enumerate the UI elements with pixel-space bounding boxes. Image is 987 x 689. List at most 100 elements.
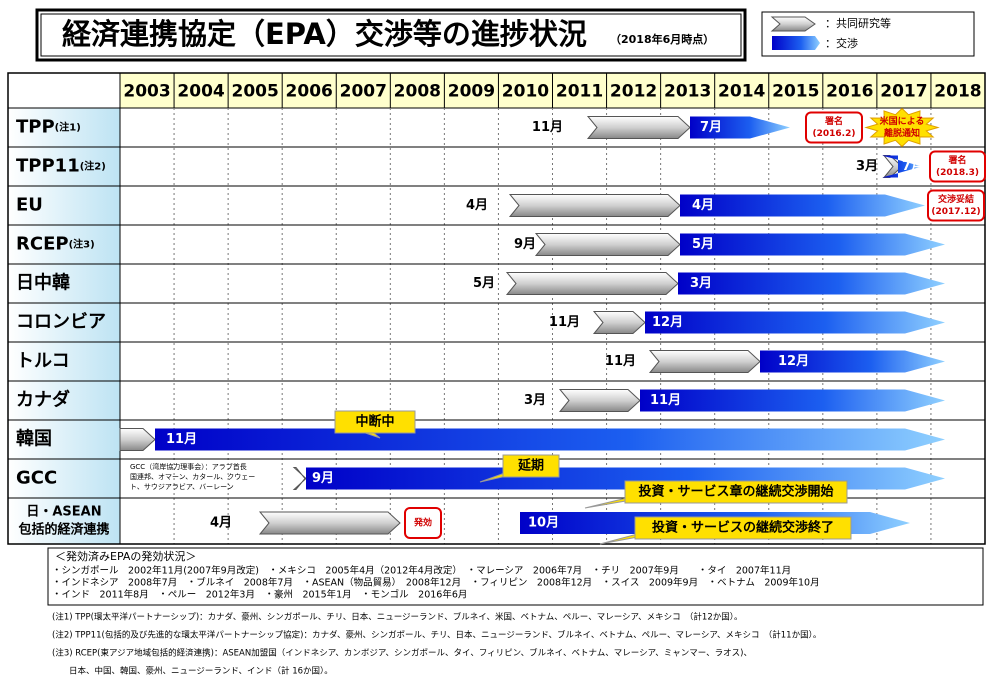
legend-label: ：共同研究等 (825, 16, 891, 30)
year-label: 2006 (286, 82, 333, 102)
negotiation-start: 3月 (690, 276, 712, 291)
row-label: コロンビア (16, 312, 106, 333)
negotiation-start: 7月 (902, 159, 924, 174)
footnote: (注2) TPP11(包括的及び先進的な環太平洋パートナーシップ協定)：カナダ、… (52, 630, 821, 641)
row-label: 韓国 (16, 428, 52, 450)
row-label-text: TPP (16, 117, 55, 138)
study-start: 5月 (473, 276, 495, 291)
negotiation-start: 7月 (700, 120, 722, 135)
status-text: (2018.3) (936, 168, 979, 178)
footnote: (注1) TPP(環太平洋パートナーシップ)：カナダ、豪州、シンガポール、チリ、… (52, 612, 743, 623)
callout-text: 投資・サービス章の継続交渉開始 (638, 484, 833, 500)
row-label-cell (7, 224, 121, 265)
negotiation-start: 12月 (652, 315, 683, 330)
study-arrow (648, 350, 761, 373)
legend-nego-arrow (772, 36, 820, 50)
row-label: カナダ (16, 389, 70, 411)
effective-box (47, 547, 984, 606)
negotiation-arrow (640, 389, 945, 412)
callout-text: 中断中 (355, 414, 394, 430)
title-box-inner (40, 13, 742, 57)
effective-line: ・インド 2011年8月 ・ペルー 2012年3月 ・豪州 2015年1月 ・モ… (52, 589, 467, 601)
negotiation-arrow (155, 428, 945, 451)
effective-line: ・インドネシア 2008年7月 ・ブルネイ 2008年7月 ・ASEAN（物品貿… (52, 577, 820, 589)
year-label: 2015 (772, 82, 819, 102)
study-start: 11月 (549, 315, 580, 330)
row-label-text: トルコ (16, 351, 70, 372)
negotiation-start: 12月 (778, 354, 809, 369)
row-label-text: 日中韓 (16, 272, 70, 294)
gcc-description: GCC（湾岸協力理事会）：アラブ首長 (130, 462, 247, 471)
negotiation-start: 11月 (650, 393, 681, 408)
study-start: 3月 (524, 393, 546, 408)
status-text: 離脱通知 (884, 127, 920, 139)
callout-text: 延期 (517, 458, 544, 474)
footnote: 日本、中国、韓国、豪州、ニュージーランド、インド（計 16か国）。 (52, 666, 333, 677)
row-label: RCEP(注3) (16, 234, 95, 255)
study-arrow (292, 467, 307, 490)
negotiation-start: 5月 (692, 237, 714, 252)
status-text: 米国による (879, 115, 925, 127)
row-label: 日・ASEAN (26, 505, 101, 520)
negotiation-arrow (680, 194, 925, 217)
row-label: GCC (16, 468, 57, 489)
negotiation-arrow (760, 350, 945, 373)
row-label: 包括的経済連携 (18, 522, 109, 538)
status-text: (2017.12) (931, 207, 980, 217)
row-note: (注1) (55, 121, 81, 134)
row-label-text: カナダ (16, 389, 70, 411)
row-label-text: コロンビア (16, 312, 106, 333)
row-label: TPP(注1) (16, 117, 81, 138)
negotiation-start: 11月 (166, 432, 197, 447)
row-label-text: TPP11 (16, 156, 80, 177)
study-start: 4月 (466, 198, 488, 213)
year-label: 2013 (664, 82, 711, 102)
study-arrow (505, 272, 679, 295)
status-badge (404, 507, 442, 539)
year-label: 2014 (718, 82, 765, 102)
study-start: 4月 (210, 516, 232, 531)
study-arrow (534, 233, 681, 256)
year-label: 2016 (826, 82, 873, 102)
study-start: 11月 (605, 354, 636, 369)
year-label: 2018 (934, 82, 981, 102)
status-text: 署名 (824, 115, 843, 127)
row-label: TPP11(注2) (16, 156, 106, 177)
row-label: EU (16, 195, 43, 216)
year-label: 2004 (177, 82, 224, 102)
row-label-cell (7, 107, 121, 148)
negotiation-arrow (690, 116, 790, 139)
status-badge (927, 189, 985, 222)
status-text: (2016.2) (813, 129, 856, 139)
callout (624, 480, 848, 504)
year-label: 2009 (448, 82, 495, 102)
status-badge (805, 111, 863, 144)
study-arrow (119, 428, 156, 451)
negotiation-arrow (680, 233, 945, 256)
study-arrow (592, 311, 646, 334)
row-label-text: RCEP (16, 234, 69, 255)
callout-text: 投資・サービスの継続交渉終了 (652, 520, 834, 536)
gcc-description: ト、サウジアラビア、バーレーン (130, 482, 234, 491)
year-label: 2012 (610, 82, 657, 102)
negotiation-arrow (882, 155, 922, 178)
study-start: 11月 (532, 120, 563, 135)
legend-label: ：交渉 (825, 36, 858, 50)
callout (502, 454, 560, 478)
row-label-text: EU (16, 195, 43, 216)
row-note: (注3) (69, 238, 95, 251)
year-label: 2017 (880, 82, 927, 102)
date-note: （2018年6月時点） (610, 32, 714, 46)
gcc-description: 国連邦、オマーン、カタール、クウェー (130, 472, 255, 481)
study-arrow (558, 389, 641, 412)
row-label-text: GCC (16, 468, 57, 489)
negotiation-arrow (678, 272, 945, 295)
status-text: 署名 (947, 154, 966, 166)
title: 経済連携協定（EPA）交渉等の進捗状況 (62, 17, 587, 51)
study-start: 9月 (514, 237, 536, 252)
year-label: 2010 (502, 82, 549, 102)
row-label-cell (7, 341, 121, 382)
status-text: 交渉妥結 (938, 193, 974, 205)
title-box (35, 8, 747, 62)
row-note: (注2) (80, 160, 106, 173)
